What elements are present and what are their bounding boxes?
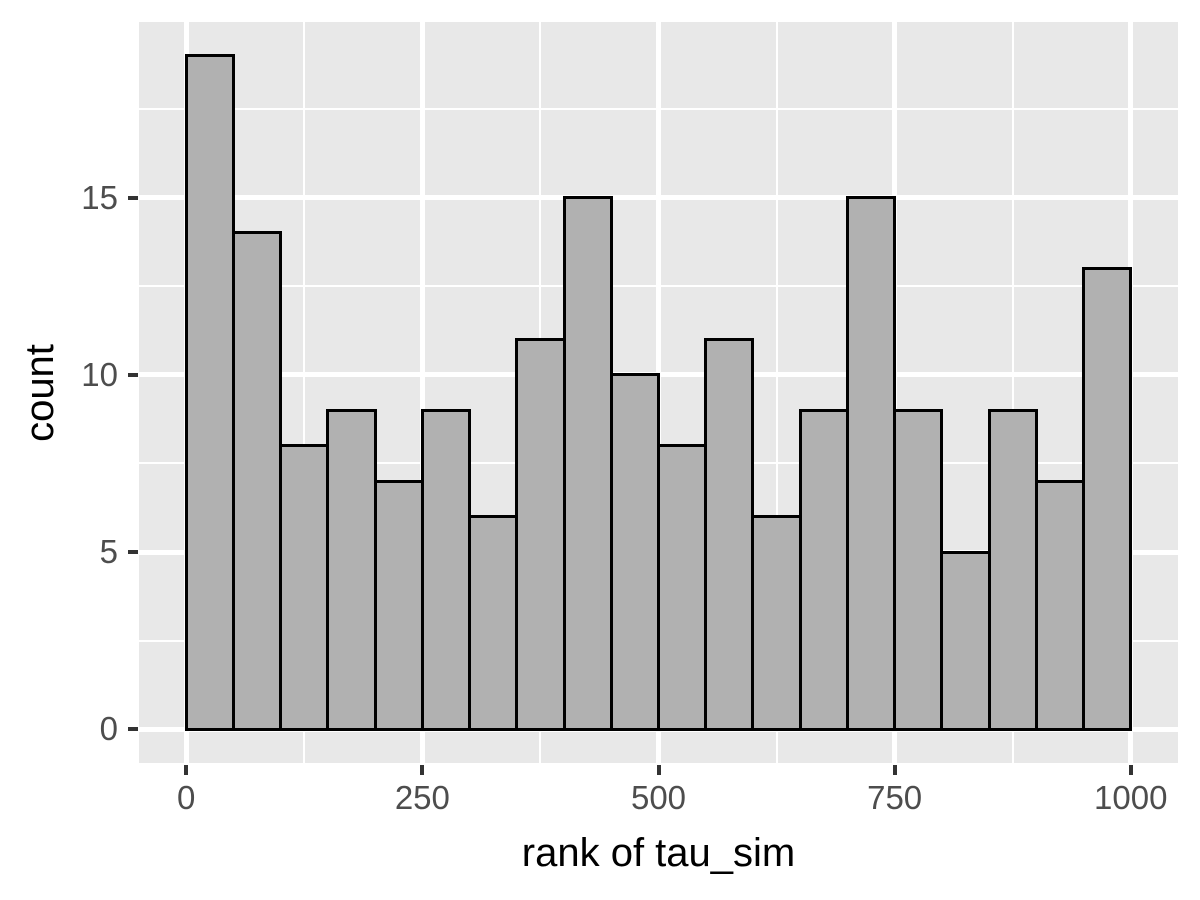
y-tick-label: 5 (99, 533, 118, 571)
histogram-bar (279, 444, 330, 731)
y-tick-mark (128, 195, 138, 200)
histogram-bar (609, 373, 660, 731)
y-tick-mark (128, 372, 138, 377)
histogram-bar (893, 408, 944, 731)
histogram-bar (1034, 479, 1086, 731)
histogram-bar (515, 337, 566, 731)
x-tick-mark (656, 765, 661, 775)
y-tick-mark (128, 550, 138, 555)
x-tick-label: 750 (867, 779, 923, 816)
histogram-bar (987, 408, 1038, 731)
major-gridline-y (139, 195, 1178, 200)
y-axis-title: count (18, 343, 62, 442)
minor-gridline-x (303, 22, 306, 763)
minor-gridline-x (775, 22, 778, 763)
histogram-bar (657, 444, 708, 731)
histogram-bar (704, 337, 755, 731)
y-tick-label: 0 (99, 710, 118, 748)
histogram-bar (468, 515, 519, 731)
minor-gridline-x (1011, 22, 1014, 763)
histogram-bar (1082, 266, 1133, 731)
x-tick-mark (892, 765, 897, 775)
histogram-bar (751, 515, 802, 731)
histogram-bar (231, 231, 283, 731)
histogram-bar (562, 196, 613, 731)
major-gridline-x (419, 22, 425, 763)
histogram-bar (940, 550, 991, 731)
histogram-bar (326, 408, 377, 731)
y-tick-mark (128, 727, 138, 732)
histogram-bar (845, 196, 897, 731)
x-tick-mark (184, 765, 189, 775)
histogram-bar (373, 479, 424, 731)
x-axis-title: rank of tau_sim (521, 831, 796, 875)
histogram-bar (184, 54, 235, 731)
y-tick-label: 10 (81, 355, 118, 393)
x-tick-label: 1000 (1094, 779, 1168, 816)
plot-panel (139, 22, 1178, 763)
x-tick-mark (1128, 765, 1133, 775)
x-tick-label: 0 (177, 779, 196, 816)
x-tick-mark (420, 765, 425, 775)
histogram-bar (420, 408, 472, 731)
histogram-bar (798, 408, 849, 731)
y-tick-label: 15 (81, 178, 118, 216)
x-tick-label: 500 (630, 779, 687, 816)
x-tick-label: 250 (394, 779, 450, 816)
